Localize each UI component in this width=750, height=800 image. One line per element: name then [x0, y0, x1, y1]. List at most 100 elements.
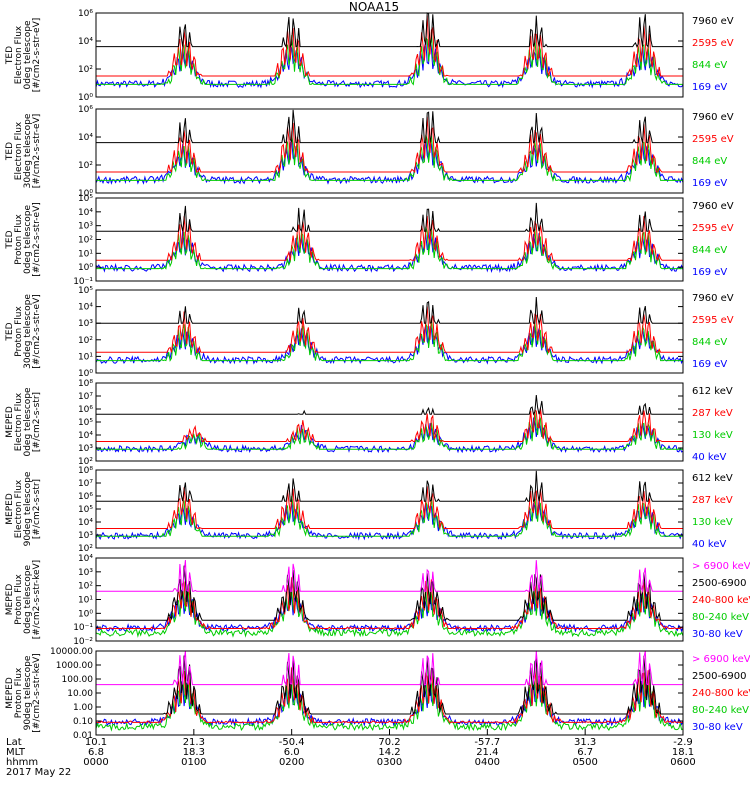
ylabel-line: 90deg telescope: [23, 655, 33, 730]
series-7-1: [96, 559, 683, 594]
xtick-label: 0400: [475, 757, 500, 768]
xtick-label: 6.8: [88, 747, 104, 758]
ytick-label: 10⁷: [78, 392, 93, 402]
ylabel-line: 30deg telescope: [23, 113, 33, 188]
ytick-label: 10⁸: [78, 379, 93, 389]
legend-entry: 240-800 keV: [692, 595, 750, 606]
legend-entry: 844 eV: [692, 337, 727, 348]
ylabel-line: TED: [5, 46, 15, 65]
ylabel-line: MEPED: [5, 406, 15, 438]
xtick-label: 31.3: [574, 737, 596, 748]
legend-entry: 2595 eV: [692, 315, 734, 326]
series-8-1: [96, 650, 683, 687]
legend-entry: 612 keV: [692, 386, 733, 397]
ytick-label: 10¹: [78, 352, 93, 362]
ytick-label: 10⁻¹: [73, 277, 93, 287]
legend-entry: 40 keV: [692, 539, 726, 550]
ytick-label: 10⁻²: [73, 637, 93, 647]
ylabel-line: Electron Flux: [14, 392, 24, 451]
ytick-label: 10⁶: [78, 9, 93, 19]
ytick-label: 10⁷: [78, 479, 93, 489]
xtick-label: 18.3: [183, 747, 205, 758]
ylabel-line: [#/cm2-s-str-eV]: [32, 294, 42, 369]
series-6-2: [96, 486, 683, 530]
ytick-label: 10⁶: [78, 492, 93, 502]
series-4-1: [96, 296, 683, 326]
legend-entry: 169 eV: [692, 267, 727, 278]
ytick-label: 10⁰: [78, 369, 93, 379]
ytick-label: 10²: [78, 582, 93, 592]
series-2-4: [95, 138, 684, 185]
ylabel-line: MEPED: [5, 677, 15, 709]
xtick-label: 0300: [377, 757, 402, 768]
xtick-label: 70.2: [378, 737, 400, 748]
xtick-label: 6.7: [577, 747, 593, 758]
xtick-label: 6.0: [284, 747, 300, 758]
ytick-label: 10³: [78, 531, 93, 541]
panel-5: 10² 10³ 10⁴ 10⁵ 10⁶ 10⁷ 10⁸ MEPED Electron Flux 0…: [5, 379, 733, 467]
legend-entry: 287 keV: [692, 408, 733, 419]
ylabel-line: [#/cm2-s-str-eV]: [32, 114, 42, 189]
ytick-label: 10²: [78, 457, 93, 467]
ytick-label: 10²: [78, 65, 93, 75]
legend-entry: 130 keV: [692, 430, 733, 441]
ytick-label: 10⁵: [78, 194, 93, 204]
legend-entry: 80-240 keV: [692, 612, 749, 623]
legend-entry: 844 eV: [692, 245, 727, 256]
ylabel-line: TED: [5, 230, 15, 249]
ylabel-line: 0deg telescope: [23, 387, 33, 457]
series-3-3: [96, 226, 683, 271]
xtick-label: 18.1: [672, 747, 694, 758]
series-2-2: [96, 116, 683, 174]
ytick-label: 10³: [78, 568, 93, 578]
ylabel-line: Electron Flux: [14, 25, 24, 84]
ytick-label: 10.00: [67, 689, 93, 699]
series-5-3: [96, 411, 683, 451]
series-7-4: [95, 588, 684, 638]
ytick-label: 10⁴: [78, 518, 93, 528]
date-label: 2017 May 22: [6, 767, 71, 778]
series-7-2: [96, 565, 683, 622]
panel-4: 10⁰ 10¹ 10² 10³ 10⁴ 10⁵ TED Proton Flux 30deg te…: [5, 286, 734, 379]
series-3-2: [96, 215, 683, 262]
ytick-label: 10000.00: [50, 647, 93, 657]
ytick-label: 10⁵: [78, 286, 93, 296]
ytick-label: 100.00: [62, 675, 94, 685]
panel-7: 10⁻² 10⁻¹ 10⁰ 10¹ 10² 10³ 10⁴ MEPED Proton Flux 0…: [5, 554, 750, 647]
ytick-label: 10⁴: [78, 303, 93, 313]
ytick-label: 10⁴: [78, 37, 93, 47]
legend-entry: 2595 eV: [692, 223, 734, 234]
ytick-label: 10⁴: [78, 208, 93, 218]
legend-entry: 844 eV: [692, 156, 727, 167]
series-1-1: [96, 12, 683, 49]
ytick-label: 10³: [78, 222, 93, 232]
ytick-label: 10¹: [78, 596, 93, 606]
ylabel-line: [#/cm2-s-str-keV]: [32, 560, 42, 639]
xtick-label: -2.9: [673, 737, 693, 748]
series-8-2: [96, 655, 683, 715]
legend-entry: 2595 eV: [692, 38, 734, 49]
legend-entry: > 6900 keV: [692, 654, 750, 665]
xtick-label: 21.3: [183, 737, 205, 748]
ylabel-line: Electron Flux: [14, 479, 24, 538]
legend-entry: 169 eV: [692, 359, 727, 370]
ytick-label: 10⁴: [78, 554, 93, 564]
series-1-3: [96, 32, 683, 86]
panel-3: 10⁻¹ 10⁰ 10¹ 10² 10³ 10⁴ 10⁵ TED Proton Flux 0deg…: [5, 194, 734, 287]
xaxis-row-label: Lat: [6, 737, 22, 748]
panel-2: 10⁰ 10² 10⁴ 10⁶ TED Electron Flux 30deg telesc…: [5, 105, 734, 199]
ytick-label: 10³: [78, 444, 93, 454]
ylabel-line: 0deg telescope: [23, 20, 33, 90]
legend-entry: 2500-6900: [692, 671, 747, 682]
xtick-label: 21.4: [476, 747, 498, 758]
legend-entry: 130 keV: [692, 517, 733, 528]
series-2-1: [96, 109, 683, 145]
ylabel-line: [#/cm2-s-str]: [32, 479, 42, 539]
series-1-2: [96, 15, 683, 78]
ytick-label: 10⁰: [78, 189, 93, 199]
series-3-1: [96, 202, 683, 233]
ytick-label: 0.10: [73, 717, 93, 727]
ylabel-line: Proton Flux: [14, 667, 24, 718]
ytick-label: 10²: [78, 336, 93, 346]
